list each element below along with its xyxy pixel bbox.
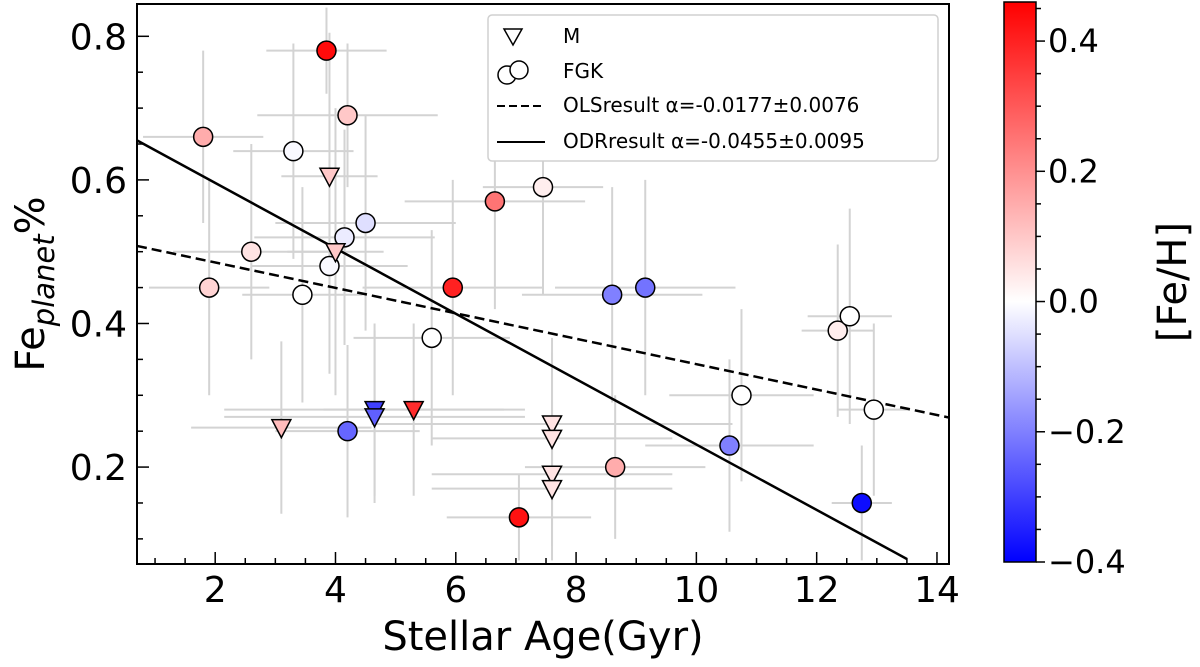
point-fgk-4	[283, 140, 304, 162]
y-axis-label: Feplanet%	[8, 196, 61, 371]
point-fgk-15	[601, 284, 623, 306]
point-fgk-2	[337, 105, 358, 126]
colorbar-label: [Fe/H]	[1150, 222, 1196, 342]
legend-marker-fgk-2	[509, 60, 529, 80]
x-tick-label: 8	[565, 570, 588, 611]
y-axis-ticks: 0.2 0.4 0.6 0.8	[70, 17, 149, 540]
point-fgk-25	[851, 492, 873, 514]
y-tick-label: 0.8	[70, 17, 127, 58]
point-fgk-8	[334, 227, 355, 248]
x-tick-label: 14	[914, 570, 960, 611]
point-fgk-7	[355, 212, 376, 234]
colorbar-tick-label: 0.2	[1048, 152, 1099, 190]
point-fgk-23	[839, 306, 861, 327]
point-m-9	[541, 465, 563, 486]
y-tick-label: 0.4	[70, 304, 127, 345]
y-axis-label-subscript: planet	[27, 233, 61, 327]
legend: M FGK OLSresult α=-0.0177±0.0076 ODRresu…	[487, 14, 939, 162]
colorbar	[1003, 1, 1037, 563]
legend-label-fgk: FGK	[563, 59, 604, 83]
point-fgk-17	[337, 420, 358, 442]
point-fgk-14	[421, 327, 442, 349]
fit-lines	[136, 139, 950, 561]
legend-label-ols: OLSresult α=-0.0177±0.0076	[563, 93, 859, 117]
point-fgk-22	[827, 320, 848, 341]
legend-label-odr: ODRresult α=-0.0455±0.0095	[563, 129, 865, 153]
colorbar-tick-label: −0.2	[1048, 413, 1126, 451]
legend-box	[487, 14, 939, 162]
y-tick-label: 0.6	[70, 161, 127, 202]
x-tick-label: 2	[204, 570, 227, 611]
point-m-3	[270, 418, 293, 440]
point-m-7	[541, 415, 563, 436]
point-fgk-1	[316, 40, 337, 61]
point-fgk-16	[635, 277, 656, 298]
point-fgk-6	[484, 191, 506, 212]
point-fgk-11	[198, 277, 220, 298]
point-fgk-9	[241, 241, 262, 262]
point-fgk-24	[863, 399, 885, 420]
colorbar-ticks: −0.4 −0.2 0.0 0.2 0.4	[1036, 7, 1126, 581]
point-fgk-18	[604, 456, 626, 478]
legend-marker-m	[502, 28, 524, 47]
x-tick-label: 4	[324, 570, 347, 611]
point-m-5	[363, 408, 386, 429]
point-m-2	[324, 242, 347, 264]
y-axis-label-suffix: %	[8, 196, 54, 234]
fit-line-ols	[136, 244, 950, 419]
x-tick-label: 6	[444, 570, 467, 611]
point-fgk-20	[719, 435, 740, 456]
point-m-10	[541, 479, 563, 501]
point-fgk-19	[508, 507, 530, 528]
point-fgk-12	[292, 284, 313, 306]
y-axis-label-main: Fe	[8, 326, 54, 371]
point-m-8	[541, 429, 563, 450]
x-tick-label: 10	[673, 570, 719, 611]
x-tick-label: 12	[794, 570, 840, 611]
point-fgk-3	[192, 126, 214, 148]
x-axis-ticks: 2 4 6 8 10 12 14	[154, 552, 960, 611]
colorbar-tick-label: −0.4	[1048, 543, 1126, 581]
colorbar-tick-label: 0.0	[1048, 283, 1099, 321]
point-fgk-10	[319, 255, 340, 277]
point-fgk-13	[442, 277, 464, 298]
x-axis-label: Stellar Age(Gyr)	[382, 614, 703, 660]
point-fgk-5	[532, 176, 554, 198]
point-fgk-21	[731, 385, 752, 406]
legend-label-m: M	[563, 24, 580, 48]
plot-frame	[136, 3, 950, 565]
colorbar-tick-label: 0.4	[1048, 22, 1099, 60]
fit-line-odr	[136, 139, 908, 561]
y-tick-label: 0.2	[70, 448, 127, 489]
data-points	[192, 40, 885, 528]
point-m-6	[402, 400, 425, 422]
point-m-1	[318, 167, 341, 188]
